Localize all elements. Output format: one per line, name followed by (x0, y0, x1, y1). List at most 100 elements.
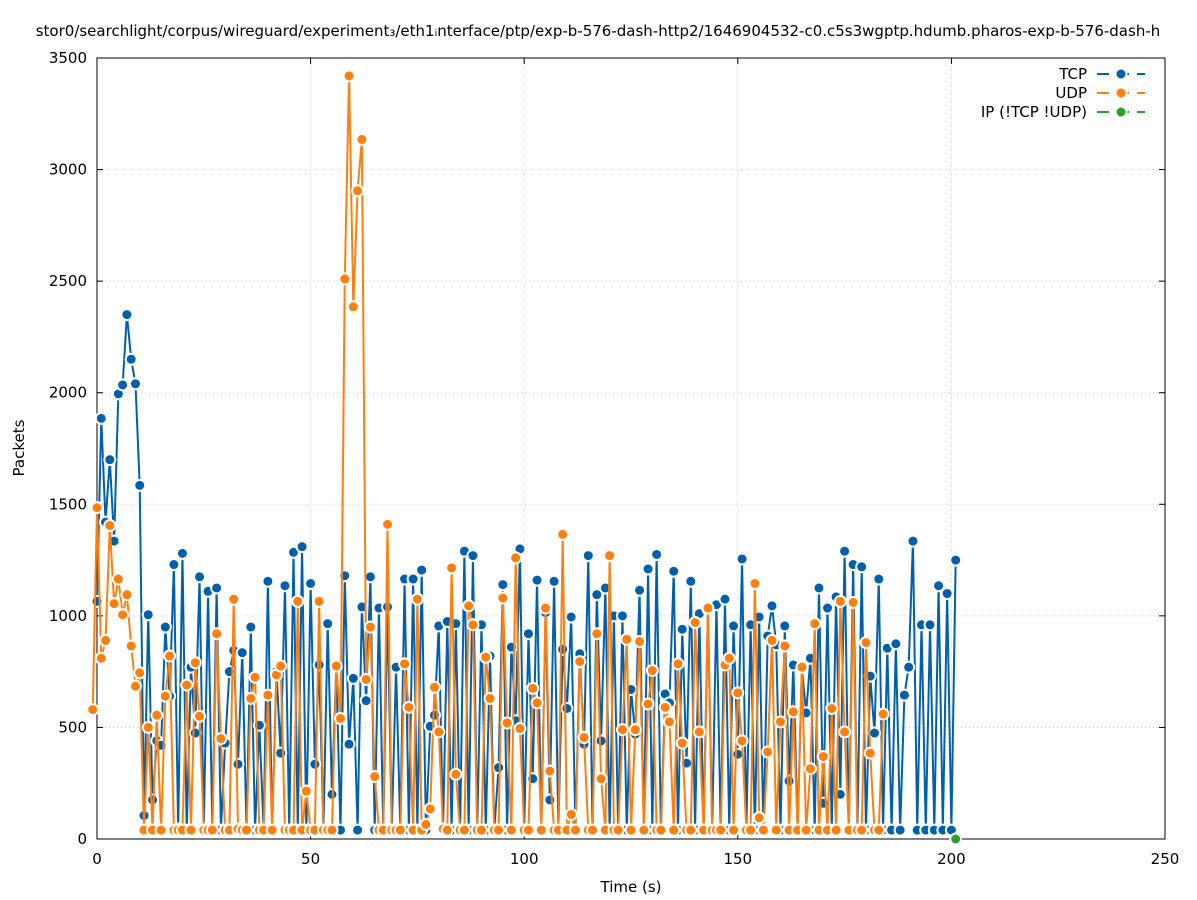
data-point (342, 69, 356, 83)
data-point (291, 594, 305, 608)
data-point (735, 734, 749, 748)
data-point (949, 553, 963, 567)
data-point (889, 637, 903, 651)
x-axis-label: Time (s) (600, 878, 662, 896)
data-point (496, 591, 510, 605)
data-point (381, 600, 394, 614)
data-point (295, 540, 309, 554)
data-point (346, 671, 360, 685)
data-point (530, 573, 544, 587)
data-point (474, 823, 488, 837)
data-point (205, 823, 219, 837)
data-point (701, 601, 715, 615)
data-point (620, 632, 634, 646)
data-point (265, 823, 279, 837)
data-point (163, 649, 177, 663)
data-point (427, 680, 441, 694)
data-point (193, 709, 207, 723)
data-point (496, 578, 510, 592)
data-point (611, 823, 625, 837)
data-point (423, 802, 437, 816)
data-point (492, 823, 506, 837)
data-point (799, 823, 813, 837)
data-point (116, 608, 130, 622)
data-point (714, 823, 728, 837)
data-point (560, 701, 574, 715)
data-point (124, 639, 138, 653)
data-point (240, 823, 254, 837)
data-point (594, 772, 608, 786)
data-point (838, 544, 852, 558)
data-point (483, 691, 497, 705)
data-point (803, 762, 817, 776)
data-point (829, 823, 843, 837)
data-point (547, 574, 561, 588)
data-point (445, 561, 459, 575)
data-point (141, 720, 155, 734)
data-point (410, 592, 424, 606)
series-layer (86, 69, 963, 846)
data-point (86, 703, 100, 717)
data-point (274, 659, 288, 673)
data-point (872, 572, 886, 586)
data-point (513, 722, 527, 736)
data-point (462, 599, 476, 613)
data-point (530, 696, 544, 710)
data-point (133, 478, 147, 492)
data-point (539, 601, 553, 615)
data-point (752, 811, 766, 825)
x-tick-label: 100 (510, 850, 539, 868)
data-point (150, 708, 164, 722)
data-point (675, 622, 689, 636)
series-ip-tcp-udp (949, 832, 963, 846)
data-point (855, 560, 869, 574)
data-point (359, 672, 373, 686)
data-point (833, 594, 847, 608)
data-point (359, 694, 373, 708)
data-point (415, 563, 429, 577)
data-point (731, 686, 745, 700)
data-point (193, 570, 207, 584)
y-axis-label: Packets (10, 419, 28, 476)
data-point (821, 601, 835, 615)
data-point (590, 588, 604, 602)
data-point (667, 823, 681, 837)
data-point (432, 725, 446, 739)
data-point (124, 352, 138, 366)
data-point (398, 657, 412, 671)
data-point (393, 823, 407, 837)
data-point (718, 592, 732, 606)
data-point (876, 707, 890, 721)
data-point (868, 726, 881, 740)
data-point (940, 587, 954, 601)
y-tick-label: 2000 (49, 384, 87, 402)
data-point (633, 583, 647, 597)
x-tick-label: 150 (723, 850, 752, 868)
data-point (227, 592, 241, 606)
series-udp (86, 69, 890, 837)
y-tick-label: 0 (77, 830, 87, 848)
data-point (658, 700, 672, 714)
legend-swatch-point (1114, 67, 1128, 81)
data-point (581, 549, 595, 563)
data-point (590, 627, 604, 641)
data-point (641, 562, 655, 576)
data-point (654, 823, 668, 837)
data-point (363, 620, 377, 634)
data-point (175, 546, 189, 560)
data-point (120, 308, 134, 322)
data-point (872, 823, 886, 837)
data-point (603, 549, 617, 563)
data-point (782, 774, 796, 788)
data-point (586, 823, 600, 837)
data-point (184, 823, 198, 837)
data-point (111, 572, 125, 586)
data-point (120, 588, 134, 602)
data-point (812, 581, 826, 595)
data-point (748, 577, 762, 590)
data-point (167, 558, 181, 572)
data-point (761, 745, 775, 759)
legend-label: UDP (1055, 84, 1087, 102)
